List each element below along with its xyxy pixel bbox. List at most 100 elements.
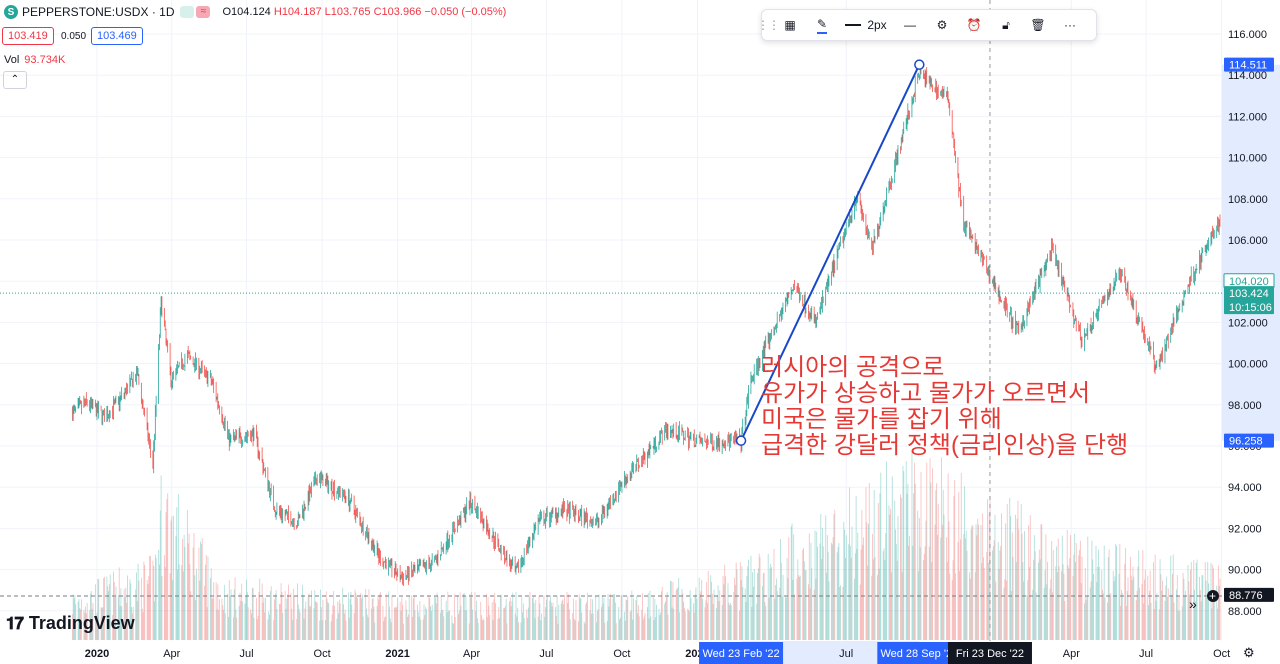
volume-bar bbox=[80, 609, 82, 640]
volume-bar bbox=[196, 568, 197, 640]
line-color-button[interactable]: ✎ bbox=[806, 10, 838, 40]
volume-bar bbox=[554, 607, 556, 640]
volume-bar bbox=[148, 576, 150, 640]
volume-bar bbox=[246, 579, 248, 640]
volume-bar bbox=[205, 555, 207, 640]
volume-bar bbox=[457, 595, 459, 640]
close-value: C103.966 bbox=[373, 6, 422, 18]
volume-bar bbox=[693, 612, 695, 640]
volume-bar bbox=[537, 616, 539, 640]
price-axis[interactable] bbox=[1222, 0, 1280, 641]
price-tick-label: 108.000 bbox=[1228, 194, 1268, 206]
volume-bar bbox=[819, 543, 821, 640]
alert-clock-icon[interactable]: ⏰ bbox=[966, 18, 982, 32]
volume-bar bbox=[724, 564, 726, 640]
volume-bar bbox=[1066, 529, 1068, 640]
volume-bar bbox=[1024, 530, 1025, 640]
volume-bar bbox=[1217, 608, 1219, 640]
volume-bar bbox=[1166, 576, 1168, 640]
volume-bar bbox=[257, 615, 259, 640]
volume-bar bbox=[632, 619, 634, 640]
volume-bar bbox=[923, 560, 924, 640]
volume-bar bbox=[247, 607, 249, 640]
volume-bar bbox=[983, 568, 985, 640]
trendline[interactable] bbox=[740, 64, 921, 442]
volume-bar bbox=[1137, 566, 1139, 640]
volume-bar bbox=[192, 547, 194, 640]
scroll-to-latest-icon[interactable]: » bbox=[1189, 596, 1197, 612]
date-label-text: Wed 23 Feb '22 bbox=[702, 648, 779, 660]
volume-bar bbox=[969, 572, 970, 640]
volume-bar bbox=[101, 607, 103, 640]
volume-bar bbox=[606, 621, 608, 640]
tradingview-logo[interactable]: 𝟏𝟕 TradingView bbox=[6, 613, 135, 634]
volume-bar bbox=[434, 596, 436, 640]
add-alert-plus-icon[interactable] bbox=[1207, 590, 1219, 602]
volume-bar bbox=[453, 623, 455, 640]
settings-gear-icon[interactable]: ⚙ bbox=[936, 18, 948, 32]
volume-bar bbox=[839, 587, 841, 640]
collapse-legend-button[interactable]: ⌃ bbox=[3, 71, 27, 89]
volume-bar bbox=[1213, 600, 1215, 640]
volume-bar bbox=[1001, 513, 1002, 640]
volume-bar bbox=[834, 509, 836, 640]
more-options-icon[interactable]: ··· bbox=[1064, 18, 1076, 32]
trendline-end-handle[interactable] bbox=[914, 59, 925, 70]
volume-bar bbox=[1102, 593, 1104, 640]
time-tick-label: Apr bbox=[463, 648, 480, 660]
volume-bar bbox=[239, 592, 241, 640]
volume-bar bbox=[930, 482, 932, 640]
symbol-title[interactable]: PEPPERSTONE:USDX · 1D bbox=[22, 5, 175, 19]
drag-handle-icon[interactable]: ⋮⋮ bbox=[757, 18, 780, 32]
volume-bar bbox=[1116, 545, 1117, 640]
volume-bar bbox=[890, 508, 892, 640]
wave-icon[interactable]: ≈ bbox=[196, 6, 211, 18]
line-style-icon[interactable]: — bbox=[904, 18, 916, 32]
volume-bar bbox=[278, 604, 280, 640]
annotation-text[interactable]: 러시아의 공격으로 유가가 상승하고 물가가 오르면서 미국은 물가를 잡기 위… bbox=[761, 355, 1128, 459]
volume-bar bbox=[728, 602, 730, 640]
volume-bar bbox=[90, 591, 92, 640]
volume-bar bbox=[445, 600, 447, 640]
volume-bar bbox=[780, 539, 781, 640]
bid-button[interactable]: 103.419 bbox=[2, 27, 54, 45]
ask-button[interactable]: 103.469 bbox=[91, 27, 143, 45]
volume-bar bbox=[602, 603, 604, 640]
volume-bar bbox=[430, 611, 432, 640]
volume-bar bbox=[322, 600, 324, 640]
trash-icon[interactable]: 🗑︎ bbox=[1030, 18, 1046, 32]
time-axis[interactable] bbox=[0, 641, 1280, 664]
volume-bar bbox=[573, 619, 575, 640]
volume-bar bbox=[425, 607, 427, 640]
volume-bar bbox=[1216, 585, 1218, 640]
volume-bar bbox=[240, 600, 242, 640]
line-width-button[interactable]: 2px bbox=[838, 10, 894, 40]
volume-bar bbox=[607, 593, 609, 640]
volume-bar bbox=[160, 475, 162, 640]
volume-bar bbox=[385, 593, 387, 640]
volume-bar bbox=[799, 575, 801, 640]
volume-bar bbox=[497, 618, 499, 640]
volume-bar bbox=[236, 617, 238, 640]
volume-bar bbox=[205, 564, 206, 640]
chart-settings-gear-icon[interactable]: ⚙ bbox=[1243, 645, 1255, 660]
volume-bar bbox=[842, 586, 844, 640]
lock-icon[interactable]: 🔓︎ bbox=[1002, 17, 1010, 32]
volume-bar bbox=[1091, 540, 1093, 640]
volume-bar bbox=[1015, 561, 1017, 640]
volume-bar bbox=[1049, 588, 1051, 640]
volume-bar bbox=[735, 562, 737, 640]
trendline-start-handle[interactable] bbox=[735, 435, 747, 446]
volume-bar bbox=[914, 483, 916, 640]
volume-bar bbox=[813, 589, 815, 640]
templates-icon[interactable]: ▦ bbox=[784, 18, 796, 32]
volume-bar bbox=[885, 533, 887, 640]
volume-bar bbox=[1068, 568, 1070, 640]
volume-bar bbox=[861, 509, 863, 640]
volume-bar bbox=[665, 601, 666, 640]
volume-bar bbox=[655, 617, 657, 640]
volume-bar bbox=[1125, 605, 1127, 640]
volume-bar bbox=[418, 616, 420, 640]
visibility-icon[interactable] bbox=[180, 6, 195, 18]
